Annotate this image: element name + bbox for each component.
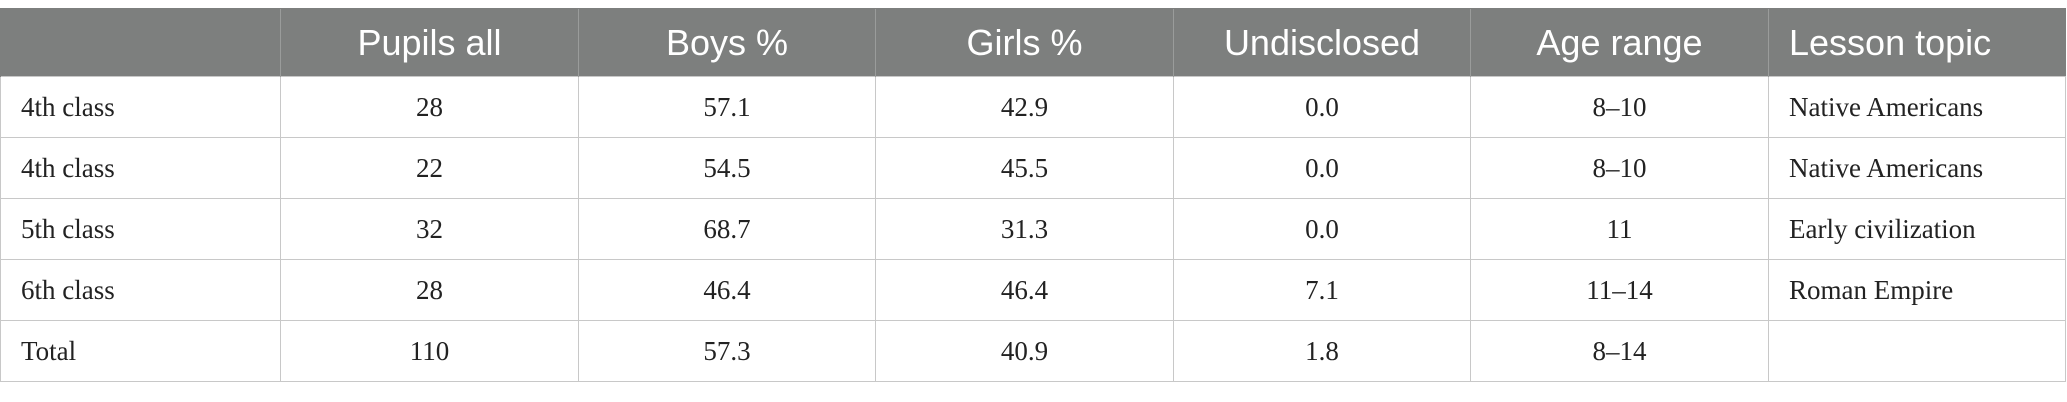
cell-lesson-topic: Native Americans [1768,137,2066,199]
data-table-container: Pupils all Boys % Girls % Undisclosed Ag… [0,8,2066,382]
header-row: Pupils all Boys % Girls % Undisclosed Ag… [0,8,2066,77]
cell-pupils-all: 110 [280,320,579,382]
cell-class: 6th class [0,259,281,321]
cell-undisclosed: 1.8 [1173,320,1471,382]
cell-class: 4th class [0,76,281,138]
cell-girls-percent: 42.9 [875,76,1174,138]
table-row: 4th class 22 54.5 45.5 0.0 8–10 Native A… [0,137,2066,199]
table-row-total: Total 110 57.3 40.9 1.8 8–14 [0,320,2066,382]
cell-boys-percent: 68.7 [578,198,876,260]
table-body: 4th class 28 57.1 42.9 0.0 8–10 Native A… [0,76,2066,382]
cell-girls-percent: 31.3 [875,198,1174,260]
cell-pupils-all: 28 [280,259,579,321]
cell-age-range: 8–10 [1470,137,1769,199]
cell-girls-percent: 46.4 [875,259,1174,321]
cell-undisclosed: 7.1 [1173,259,1471,321]
header-cell-undisclosed: Undisclosed [1173,8,1471,77]
cell-girls-percent: 40.9 [875,320,1174,382]
cell-class: 4th class [0,137,281,199]
cell-class: 5th class [0,198,281,260]
header-cell-class [0,8,281,77]
cell-age-range: 8–14 [1470,320,1769,382]
header-cell-age-range: Age range [1470,8,1769,77]
header-cell-lesson-topic: Lesson topic [1768,8,2066,77]
cell-class: Total [0,320,281,382]
table-row: 5th class 32 68.7 31.3 0.0 11 Early civi… [0,198,2066,260]
cell-undisclosed: 0.0 [1173,137,1471,199]
cell-boys-percent: 54.5 [578,137,876,199]
cell-lesson-topic: Native Americans [1768,76,2066,138]
header-cell-boys-percent: Boys % [578,8,876,77]
cell-age-range: 11 [1470,198,1769,260]
cell-age-range: 11–14 [1470,259,1769,321]
cell-age-range: 8–10 [1470,76,1769,138]
cell-boys-percent: 57.1 [578,76,876,138]
cell-lesson-topic [1768,320,2066,382]
cell-lesson-topic: Early civilization [1768,198,2066,260]
table-row: 4th class 28 57.1 42.9 0.0 8–10 Native A… [0,76,2066,138]
header-cell-pupils-all: Pupils all [280,8,579,77]
cell-pupils-all: 32 [280,198,579,260]
cell-undisclosed: 0.0 [1173,76,1471,138]
cell-boys-percent: 46.4 [578,259,876,321]
pupils-table: Pupils all Boys % Girls % Undisclosed Ag… [0,8,2066,382]
cell-boys-percent: 57.3 [578,320,876,382]
table-header: Pupils all Boys % Girls % Undisclosed Ag… [0,8,2066,77]
cell-undisclosed: 0.0 [1173,198,1471,260]
cell-lesson-topic: Roman Empire [1768,259,2066,321]
cell-pupils-all: 22 [280,137,579,199]
header-cell-girls-percent: Girls % [875,8,1174,77]
cell-pupils-all: 28 [280,76,579,138]
table-row: 6th class 28 46.4 46.4 7.1 11–14 Roman E… [0,259,2066,321]
cell-girls-percent: 45.5 [875,137,1174,199]
